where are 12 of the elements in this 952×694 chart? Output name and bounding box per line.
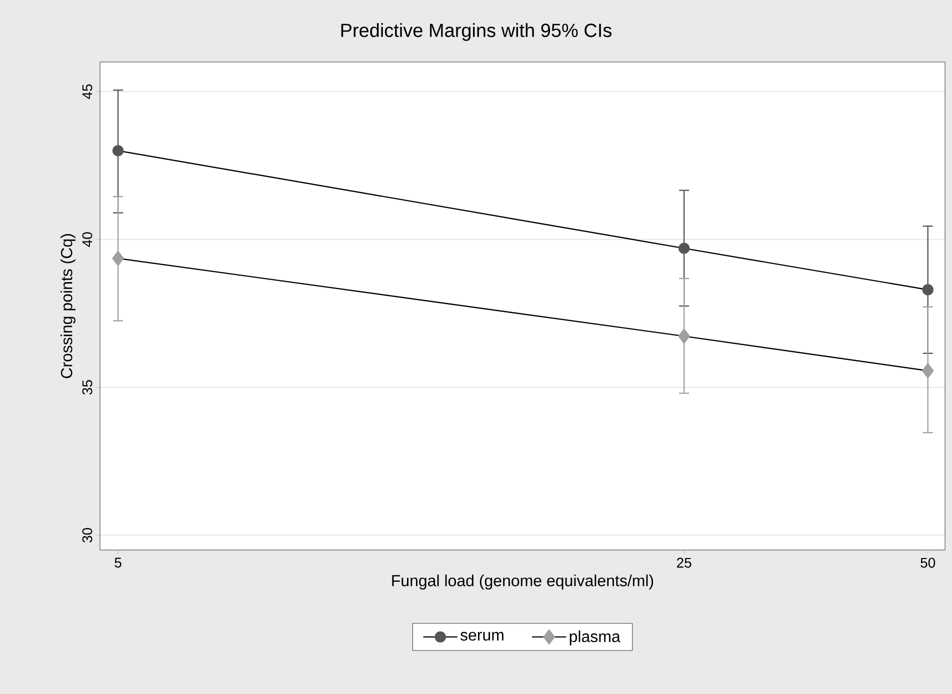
x-tick-label: 5 xyxy=(114,558,122,568)
y-tick-label: 45 xyxy=(82,84,92,100)
legend-label: serum xyxy=(460,632,504,641)
x-tick-label: 25 xyxy=(677,558,692,568)
y-tick-label: 40 xyxy=(82,232,92,247)
x-tick-label: 50 xyxy=(920,558,936,568)
chart-title: Predictive Margins with 95% CIs xyxy=(341,23,612,41)
x-axis-title: Fungal load (genome equivalents/ml) xyxy=(392,574,654,590)
legend-label: plasma xyxy=(570,630,620,646)
y-tick-label: 30 xyxy=(82,528,92,542)
y-axis-title: Crossing points (Cq) xyxy=(60,234,76,378)
y-tick-label: 35 xyxy=(82,380,92,395)
